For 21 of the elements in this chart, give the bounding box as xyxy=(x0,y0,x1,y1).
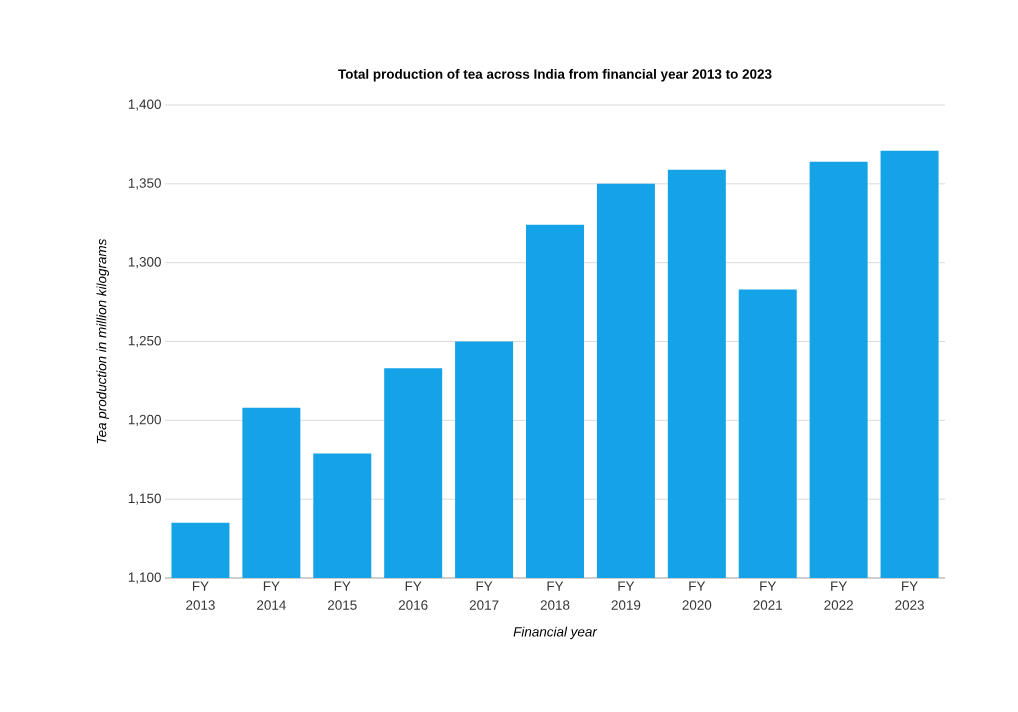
y-tick-label: 1,200 xyxy=(128,414,161,426)
y-tick-label: 1,250 xyxy=(128,335,161,348)
x-tick-label: FY 2014 xyxy=(257,581,286,610)
x-tick-label: FY 2020 xyxy=(682,581,712,610)
x-tick-label: FY 2019 xyxy=(611,581,641,610)
x-tick-label: FY 2021 xyxy=(753,581,783,610)
x-axis-title: Financial year xyxy=(513,626,598,640)
x-tick-label: FY 2013 xyxy=(186,581,215,610)
x-tick-label: FY 2016 xyxy=(398,581,428,610)
chart-title: Total production of tea across India from financial year 2013 to 2023 xyxy=(338,68,772,82)
x-tick-label: FY 2023 xyxy=(895,581,924,610)
x-tick-label: FY 2015 xyxy=(327,581,357,610)
x-tick-label: FY 2017 xyxy=(469,581,499,610)
y-tick-label: 1,150 xyxy=(128,493,161,505)
x-tick-label: FY 2018 xyxy=(540,581,570,610)
y-tick-label: 1,300 xyxy=(128,257,161,269)
y-axis-title: Tea production in million kilograms xyxy=(96,238,109,444)
y-tick-label: 1,350 xyxy=(128,178,161,190)
x-tick-label: FY 2022 xyxy=(824,581,853,610)
y-tick-label: 1,400 xyxy=(128,99,161,111)
y-tick-label: 1,100 xyxy=(128,572,161,584)
